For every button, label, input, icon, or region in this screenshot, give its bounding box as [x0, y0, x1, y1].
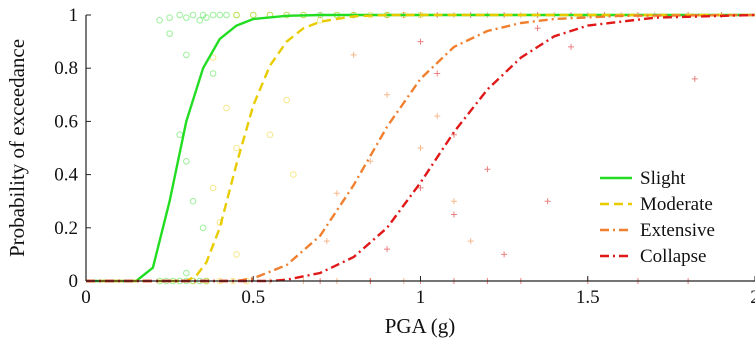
x-tick-label: 0 [81, 287, 91, 308]
y-tick-label: 0.6 [54, 111, 78, 132]
data-point-slight [196, 17, 204, 24]
data-point-moderate [233, 251, 240, 258]
data-point-collapse [434, 70, 441, 77]
y-tick-label: 0.8 [54, 58, 78, 79]
data-point-slight [183, 14, 190, 21]
data-point-collapse [450, 211, 457, 218]
x-tick-label: 2 [750, 287, 755, 308]
data-point-slight [209, 11, 217, 19]
data-point-slight [156, 17, 163, 24]
data-point-collapse [417, 38, 424, 45]
legend: Slight Moderate Extensive Collapse [600, 168, 715, 267]
data-point-moderate [249, 11, 257, 19]
data-point-collapse [501, 251, 508, 258]
data-point-moderate [233, 144, 240, 152]
data-point-collapse [534, 25, 541, 32]
curve-slight [86, 13, 755, 283]
data-point-slight [223, 11, 230, 19]
y-tick-label: 0 [69, 271, 79, 292]
data-point-extensive [467, 238, 474, 245]
x-tick-label: 1.5 [576, 287, 600, 308]
data-point-slight [166, 30, 173, 37]
data-point-moderate [233, 11, 240, 19]
data-point-slight [176, 131, 183, 138]
data-point-collapse [417, 184, 424, 191]
data-point-extensive [450, 198, 457, 205]
data-point-slight [233, 11, 240, 19]
data-point-moderate [209, 184, 217, 192]
data-point-slight [189, 197, 197, 205]
data-point-slight [183, 51, 190, 59]
curve-extensive [86, 13, 755, 283]
data-point-extensive [434, 113, 441, 120]
ticks-layer: 0 0.5 1 1.5 2 0 0.2 0.4 0.6 0.8 1 [54, 5, 755, 308]
data-point-extensive [350, 51, 357, 58]
data-point-slight [189, 11, 197, 19]
data-point-slight [216, 11, 224, 19]
y-tick-label: 0.4 [54, 165, 78, 186]
x-tick-label: 1 [416, 287, 426, 308]
data-point-slight [183, 158, 190, 165]
data-point-moderate [223, 104, 230, 112]
legend-label-slight: Slight [640, 168, 686, 189]
data-point-slight [166, 14, 173, 21]
data-point-moderate [283, 96, 291, 104]
data-point-slight [199, 224, 207, 232]
y-axis-label: Probability of exceedance [5, 39, 29, 257]
data-point-slight [209, 70, 217, 77]
curve-collapse [86, 13, 755, 283]
legend-label-extensive: Extensive [640, 220, 715, 241]
data-point-collapse [544, 198, 551, 205]
data-point-collapse [568, 43, 575, 50]
curve-moderate [86, 13, 755, 283]
data-point-slight [203, 14, 210, 21]
data-point-collapse [484, 166, 491, 173]
legend-label-moderate: Moderate [640, 194, 713, 215]
x-axis-label: PGA (g) [385, 314, 456, 338]
legend-label-collapse: Collapse [640, 246, 707, 267]
x-tick-label: 0.5 [241, 287, 265, 308]
data-point-moderate [290, 171, 297, 178]
data-point-extensive [417, 145, 424, 151]
data-point-extensive [384, 91, 391, 98]
scatter-points-layer [156, 11, 725, 285]
data-point-slight [176, 11, 183, 19]
curves-layer [86, 13, 755, 283]
data-point-collapse [691, 75, 698, 82]
y-tick-label: 1 [69, 5, 79, 26]
data-point-collapse [384, 246, 391, 253]
data-point-moderate [216, 219, 224, 226]
data-point-extensive [323, 238, 330, 245]
data-point-extensive [333, 190, 340, 197]
data-point-slight [199, 11, 207, 19]
y-tick-label: 0.2 [54, 218, 78, 239]
data-point-slight [183, 269, 190, 277]
data-point-moderate [266, 131, 274, 138]
